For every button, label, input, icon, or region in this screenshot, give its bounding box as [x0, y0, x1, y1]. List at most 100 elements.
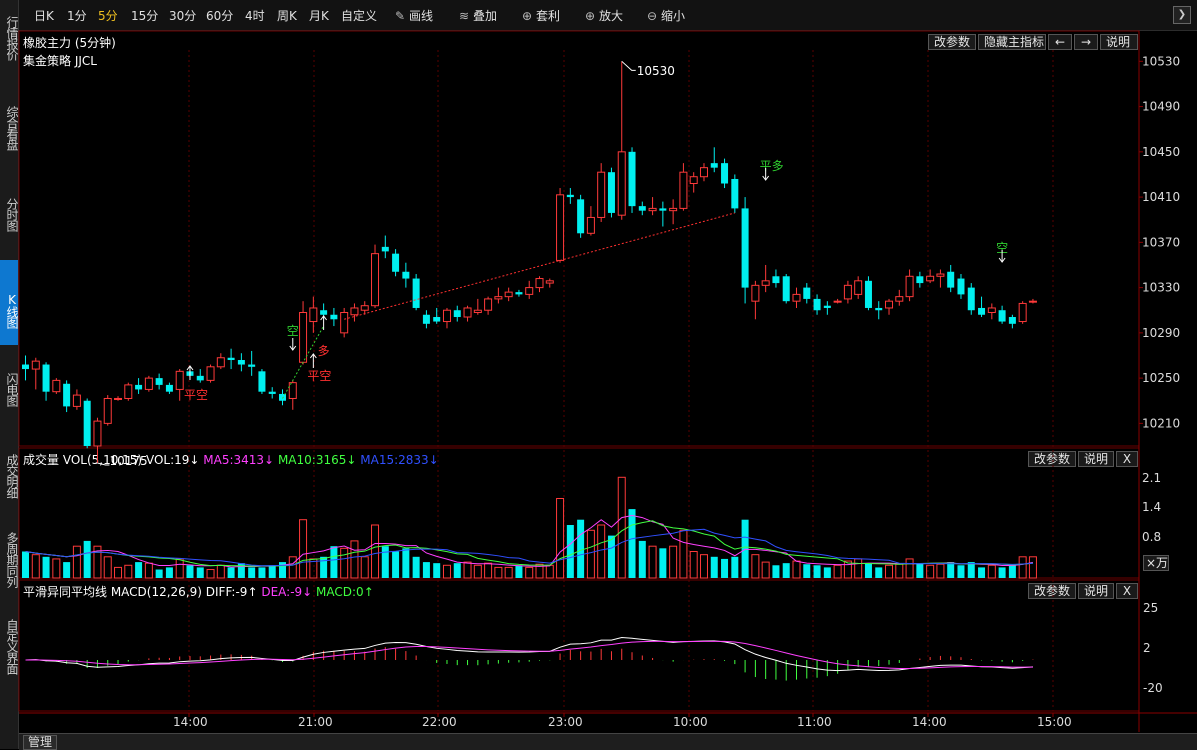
macd-dea-line [25, 640, 1033, 669]
period-day[interactable]: 日K [34, 9, 54, 23]
main-params-button[interactable]: 改参数 [928, 34, 976, 50]
period-15min[interactable]: 15分 [131, 9, 159, 23]
volume-bar-down [721, 558, 729, 578]
candle-body-up [124, 384, 133, 399]
arbitrage-button[interactable]: ⊕ 套利 [520, 7, 560, 24]
nav-item-trades[interactable]: 成交明细 [5, 454, 19, 498]
right-arrow-button[interactable]: → [1074, 34, 1098, 50]
chart-canvas[interactable]: 10530 10490 10450 10410 10370 10330 10290 10250… [0, 0, 1197, 733]
period-custom[interactable]: 自定义 [341, 9, 378, 23]
time-tick-label: 14:00 [173, 715, 208, 729]
time-tick-label: 11:00 [797, 715, 832, 729]
candle-body-down [916, 276, 924, 284]
candle-body-down [433, 317, 441, 322]
manage-tab[interactable]: 管理 [23, 735, 58, 750]
candle-body-up [689, 176, 698, 185]
volume-bar-down [422, 562, 430, 578]
zoom-in-button[interactable]: ⊕ 放大 [583, 7, 623, 24]
volume-bar-down [967, 562, 975, 578]
hide-indicator-button[interactable]: 隐藏主指标 [978, 34, 1046, 50]
macd-tick-label: -20 [1143, 681, 1163, 695]
volume-bar-down [42, 556, 50, 578]
volume-bar-down [63, 562, 71, 578]
vol-indicator-name: 成交量 VOL(5,10,15) [23, 453, 143, 467]
candle-body-up [350, 307, 359, 316]
candle-body-up [885, 300, 894, 309]
vol-params-button[interactable]: 改参数 [1028, 451, 1076, 467]
left-nav: 行情报价 综合看盘 分时图 K线图 闪电图 成交明细 多周期同列 自定义界面 [0, 0, 19, 749]
zoom-out-label: 缩小 [661, 9, 686, 23]
expand-icon[interactable]: ❯ [1173, 6, 1191, 24]
candle-body-up [936, 273, 945, 277]
candle-body-down [721, 163, 729, 184]
signal-label: 平空 [307, 369, 331, 383]
nav-item-flash[interactable]: 闪电图 [5, 372, 19, 406]
volume-bar-down [237, 563, 245, 578]
overlay-button[interactable]: ≋ 叠加 [457, 7, 497, 24]
macd-dea: DEA:-9↓ [261, 585, 313, 599]
candle-body-up [669, 207, 678, 212]
signal-label: 空 [287, 324, 299, 338]
volume-bar-up [52, 558, 61, 579]
nav-item-custom[interactable]: 自定义界面 [5, 618, 19, 674]
volume-bar-up [175, 558, 184, 579]
candle-body-up [473, 309, 482, 313]
volume-ma-line [25, 528, 1033, 567]
macd-close-button[interactable]: X [1116, 583, 1138, 599]
volume-bar-down [320, 556, 328, 578]
macd-value: MACD:0↑ [316, 585, 374, 599]
nav-item-overview[interactable]: 综合看盘 [5, 106, 19, 150]
stack-icon: ≋ [458, 9, 470, 23]
candle-body-up [72, 394, 81, 407]
price-tick-label: 10530 [1142, 54, 1180, 68]
candle-body-down [330, 314, 338, 320]
period-month[interactable]: 月K [309, 9, 329, 23]
price-tick-label: 10290 [1142, 326, 1180, 340]
candle-body-up [484, 298, 493, 311]
nav-item-timeshare[interactable]: 分时图 [5, 197, 19, 231]
macd-tick-label: 2 [1143, 641, 1151, 655]
volume-bar-up [751, 554, 760, 579]
candle-body-down [638, 206, 646, 211]
nav-item-kline[interactable]: K线图 [0, 260, 19, 345]
period-60min[interactable]: 60分 [206, 9, 234, 23]
volume-bar-down [258, 567, 266, 578]
period-1min[interactable]: 1分 [67, 9, 87, 23]
candle-body-down [320, 310, 328, 315]
candle-body-down [978, 307, 986, 315]
vol-help-button[interactable]: 说明 [1078, 451, 1114, 467]
candle-body-up [617, 151, 626, 216]
left-arrow-button[interactable]: ← [1048, 34, 1072, 50]
period-week[interactable]: 周K [277, 9, 297, 23]
period-4h[interactable]: 4时 [245, 9, 265, 23]
candle-body-up [1018, 302, 1027, 323]
volume-bar-down [22, 551, 29, 578]
vol-close-button[interactable]: X [1116, 451, 1138, 467]
volume-bar-up [93, 545, 102, 579]
candle-body-down [628, 151, 636, 207]
candle-body-down [947, 271, 955, 288]
draw-line-button[interactable]: ✎ 画线 [393, 7, 433, 24]
volume-bar-down [1008, 565, 1016, 578]
nav-item-quotes[interactable]: 行情报价 [5, 16, 19, 60]
trend-dashed-line [559, 212, 735, 261]
signal-arrowhead [320, 315, 328, 321]
volume-bar-down [402, 548, 410, 578]
candle-body-up [987, 307, 996, 313]
candle-body-up [442, 309, 451, 323]
toolbar: 日K 1分 5分 15分 30分 60分 4时 周K 月K 自定义 ✎ 画线 ≋ 叠… [19, 0, 1197, 31]
zoom-out-button[interactable]: ⊖ 缩小 [645, 7, 685, 24]
candle-body-up [556, 194, 565, 261]
period-30min[interactable]: 30分 [169, 9, 197, 23]
volume-bar-up [525, 566, 534, 579]
candle-body-down [813, 298, 821, 311]
nav-item-multiperiod[interactable]: 多周期同列 [5, 531, 19, 587]
main-help-button[interactable]: 说明 [1100, 34, 1138, 50]
macd-params-button[interactable]: 改参数 [1028, 583, 1076, 599]
volume-bar-up [360, 556, 369, 579]
volume-bar-down [196, 567, 204, 578]
volume-bar-down [155, 569, 163, 578]
macd-help-button[interactable]: 说明 [1078, 583, 1114, 599]
period-5min[interactable]: 5分 [98, 9, 118, 23]
candle-body-up [31, 360, 40, 370]
